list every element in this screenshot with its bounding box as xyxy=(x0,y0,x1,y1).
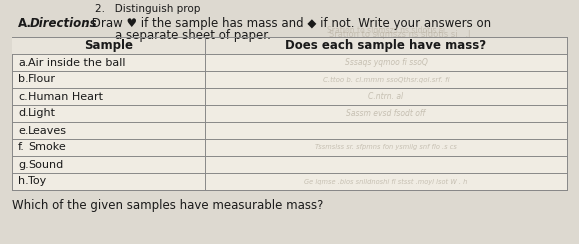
Text: Human Heart: Human Heart xyxy=(28,92,103,102)
Text: A.: A. xyxy=(18,17,32,30)
Text: d.: d. xyxy=(18,109,29,119)
Text: Toy: Toy xyxy=(28,176,46,186)
Text: e.: e. xyxy=(18,125,28,135)
Text: Light: Light xyxy=(28,109,56,119)
Text: Sration to slqmszs ns sldotis si: Sration to slqmszs ns sldotis si xyxy=(327,26,445,35)
Text: Ge lqmse .bios snlldnoshi fl stsst .moyl lsot W . h: Ge lqmse .bios snlldnoshi fl stsst .moyl… xyxy=(305,178,468,184)
Bar xyxy=(12,37,567,190)
Text: a separate sheet of paper.: a separate sheet of paper. xyxy=(115,29,271,42)
Text: : Draw ♥ if the sample has mass and ◆ if not. Write your answers on: : Draw ♥ if the sample has mass and ◆ if… xyxy=(84,17,491,30)
Bar xyxy=(12,37,567,54)
Text: b.: b. xyxy=(18,74,28,84)
Text: h.: h. xyxy=(18,176,29,186)
Text: g.: g. xyxy=(18,160,29,170)
Text: Does each sample have mass?: Does each sample have mass? xyxy=(285,39,486,52)
Text: Sassm evsd fsodt off: Sassm evsd fsodt off xyxy=(346,109,426,118)
Text: a.: a. xyxy=(18,58,28,68)
Text: Sound: Sound xyxy=(28,160,63,170)
Text: 2.   Distinguish prop: 2. Distinguish prop xyxy=(95,4,200,14)
Text: f.: f. xyxy=(18,142,25,152)
Text: c.: c. xyxy=(18,92,28,102)
Text: C.ntrn. al: C.ntrn. al xyxy=(368,92,404,101)
Text: Tssmslss sr. sfpmns fon ysmilg snf flo .s cs: Tssmslss sr. sfpmns fon ysmilg snf flo .… xyxy=(315,144,457,151)
Text: Directions: Directions xyxy=(30,17,98,30)
Text: Air inside the ball: Air inside the ball xyxy=(28,58,126,68)
Text: Sssaqs yqmoo fi ssoQ: Sssaqs yqmoo fi ssoQ xyxy=(345,58,427,67)
Text: Flour: Flour xyxy=(28,74,56,84)
Text: Which of the given samples have measurable mass?: Which of the given samples have measurab… xyxy=(12,199,324,212)
Text: C.ttoo b. cl.mmm ssoQthsr.qol.srf. fl: C.ttoo b. cl.mmm ssoQthsr.qol.srf. fl xyxy=(323,76,449,82)
Text: Sration to slqmszs ns sldotis si   .l: Sration to slqmszs ns sldotis si .l xyxy=(329,30,471,39)
Text: Smoke: Smoke xyxy=(28,142,66,152)
Text: Sample: Sample xyxy=(84,39,133,52)
Text: Leaves: Leaves xyxy=(28,125,67,135)
